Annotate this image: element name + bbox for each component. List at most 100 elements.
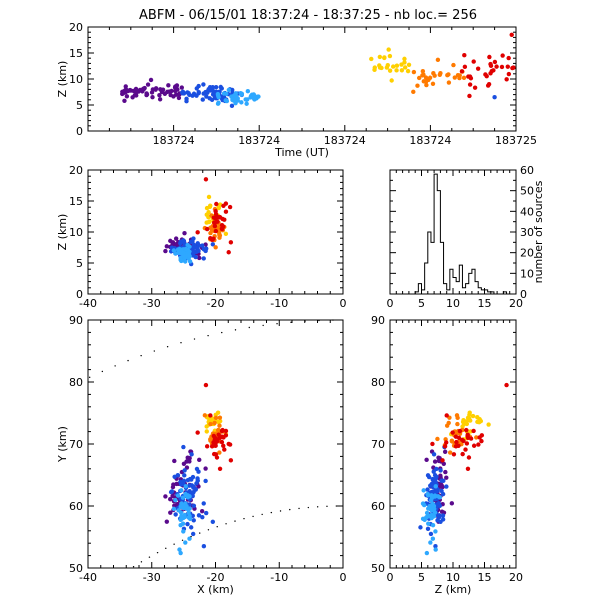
source-point — [460, 451, 465, 457]
source-point — [190, 531, 196, 537]
source-point — [369, 56, 374, 62]
source-point — [389, 78, 394, 83]
zy-xtick-label: 10 — [446, 571, 460, 584]
source-point — [433, 529, 438, 534]
source-point — [195, 430, 200, 435]
source-point — [394, 63, 400, 68]
range-ring-dot — [101, 370, 104, 373]
source-point — [178, 482, 184, 487]
histogram-bar — [428, 232, 431, 294]
histogram-bar — [481, 290, 484, 294]
source-point — [431, 452, 437, 457]
source-point — [131, 88, 136, 94]
range-ring-dot — [318, 319, 320, 322]
source-point — [181, 253, 186, 258]
range-ring-dot — [276, 322, 278, 325]
source-point — [232, 95, 238, 100]
source-point — [248, 95, 253, 100]
source-point — [467, 82, 473, 87]
time_z-xtick-label: 183724 — [153, 134, 195, 147]
source-point — [479, 438, 484, 444]
xy-ytick-label: 60 — [69, 500, 83, 513]
source-point — [205, 90, 210, 95]
source-point — [217, 235, 222, 240]
source-point — [190, 251, 196, 256]
source-point — [168, 497, 173, 502]
source-point — [421, 79, 426, 84]
source-point — [494, 64, 499, 69]
range-ring-dot — [190, 535, 192, 538]
xz-ytick-label: 15 — [69, 195, 83, 208]
source-point — [214, 438, 219, 444]
zy-points — [418, 382, 509, 556]
source-point — [219, 86, 224, 91]
source-point — [440, 513, 446, 518]
source-point — [443, 469, 448, 475]
source-point — [233, 91, 238, 96]
source-point — [219, 226, 225, 232]
source-point — [500, 53, 505, 58]
source-point — [217, 450, 222, 455]
source-point — [506, 71, 512, 77]
xz-ytick-label: 10 — [69, 226, 83, 239]
source-point — [201, 544, 207, 549]
source-point — [256, 94, 261, 99]
source-point — [422, 517, 427, 523]
source-point — [450, 430, 455, 435]
source-point — [213, 443, 218, 448]
source-point — [169, 88, 174, 94]
source-point — [211, 236, 216, 241]
histogram-bar — [450, 269, 453, 294]
source-point — [421, 488, 426, 493]
source-point — [467, 93, 472, 99]
source-point — [425, 487, 430, 492]
source-point — [438, 473, 443, 478]
histogram-bar — [425, 263, 428, 294]
source-point — [429, 481, 434, 487]
source-point — [216, 419, 221, 425]
source-point — [223, 231, 229, 236]
source-point — [213, 415, 219, 421]
source-point — [158, 87, 163, 92]
histogram-bar — [422, 290, 425, 294]
source-point — [420, 73, 425, 78]
range-ring-inner — [132, 505, 338, 568]
histogram-bar — [485, 290, 488, 294]
source-point — [417, 75, 422, 81]
source-point — [210, 85, 215, 90]
histogram-bar — [431, 242, 434, 294]
source-point — [455, 415, 460, 421]
time_z-ytick-label: 10 — [69, 73, 83, 86]
source-point — [453, 444, 459, 449]
zy-ytick-label: 90 — [371, 314, 385, 327]
source-point — [183, 484, 188, 489]
source-point — [187, 536, 192, 541]
source-point — [172, 458, 177, 464]
source-point — [429, 515, 434, 521]
source-point — [204, 94, 209, 99]
source-point — [436, 455, 441, 460]
histogram-bar — [418, 284, 421, 294]
source-point — [195, 241, 200, 246]
source-point — [180, 495, 186, 500]
range-ring-dot — [166, 346, 169, 348]
range-ring-dot — [165, 547, 167, 550]
histogram-bars — [415, 174, 506, 294]
source-point — [203, 478, 208, 484]
range-ring-dot — [114, 365, 116, 367]
source-point — [144, 91, 149, 96]
source-point — [182, 468, 187, 473]
source-point — [150, 94, 155, 100]
hist-xtick-label: 10 — [446, 297, 460, 310]
source-point — [163, 494, 168, 499]
source-point — [505, 64, 510, 69]
source-point — [465, 435, 471, 441]
zy-ytick-label: 60 — [371, 500, 385, 513]
source-point — [206, 87, 211, 92]
range-ring-dot — [207, 529, 210, 531]
source-point — [462, 64, 468, 70]
source-point — [215, 428, 221, 433]
time_z-points — [120, 32, 516, 109]
source-point — [203, 382, 209, 388]
source-point — [477, 435, 482, 440]
